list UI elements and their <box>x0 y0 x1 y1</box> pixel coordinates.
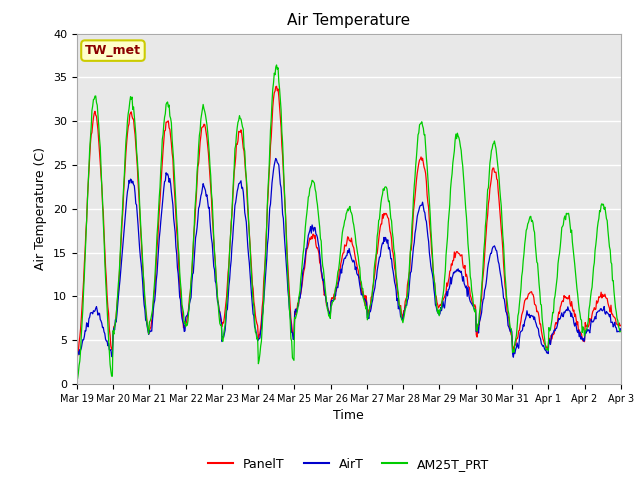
AM25T_PRT <box>84 201 92 207</box>
AirT <box>617 327 625 333</box>
PanelT <box>223 282 231 288</box>
AirT <box>431 302 439 308</box>
Line: AM25T_PRT: AM25T_PRT <box>77 65 621 379</box>
AM25T_PRT <box>195 144 202 150</box>
AirT <box>223 308 230 313</box>
AM25T_PRT <box>73 376 81 382</box>
X-axis label: Time: Time <box>333 409 364 422</box>
Line: AirT: AirT <box>77 158 621 357</box>
PanelT <box>433 294 440 300</box>
Text: TW_met: TW_met <box>85 44 141 57</box>
Line: PanelT: PanelT <box>77 86 621 356</box>
AM25T_PRT <box>417 121 424 127</box>
PanelT <box>84 196 92 202</box>
AirT <box>272 156 280 161</box>
AM25T_PRT <box>140 273 147 279</box>
PanelT <box>73 350 81 356</box>
PanelT <box>417 156 424 162</box>
PanelT <box>140 273 147 278</box>
AM25T_PRT <box>433 300 440 306</box>
AirT <box>509 354 517 360</box>
PanelT <box>74 353 81 359</box>
AM25T_PRT <box>273 62 280 68</box>
Title: Air Temperature: Air Temperature <box>287 13 410 28</box>
PanelT <box>273 84 280 89</box>
AirT <box>139 279 147 285</box>
AM25T_PRT <box>617 329 625 335</box>
AirT <box>83 320 90 326</box>
AirT <box>73 349 81 355</box>
Legend: PanelT, AirT, AM25T_PRT: PanelT, AirT, AM25T_PRT <box>203 453 495 476</box>
AirT <box>416 204 424 210</box>
AM25T_PRT <box>74 376 81 382</box>
AM25T_PRT <box>223 293 231 299</box>
AirT <box>194 216 202 221</box>
PanelT <box>617 323 625 328</box>
Y-axis label: Air Temperature (C): Air Temperature (C) <box>35 147 47 270</box>
PanelT <box>195 160 202 166</box>
